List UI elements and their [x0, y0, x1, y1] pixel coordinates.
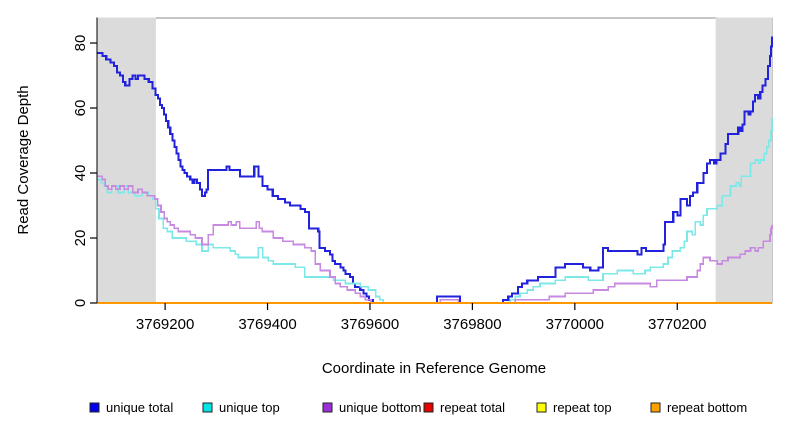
- x-tick-label: 3769200: [136, 316, 194, 333]
- series-lines: [97, 36, 774, 305]
- legend-label: unique top: [219, 400, 280, 415]
- legend-item: repeat total: [423, 400, 505, 415]
- legend-swatch: [322, 402, 333, 413]
- legend-label: unique bottom: [339, 400, 421, 415]
- legend-swatch: [536, 402, 547, 413]
- y-tick-label: 80: [72, 35, 89, 52]
- x-axis-title: Coordinate in Reference Genome: [322, 360, 546, 377]
- x-tick-label: 3769600: [341, 316, 399, 333]
- legend-item: repeat bottom: [650, 400, 747, 415]
- y-tick-label: 0: [72, 299, 89, 307]
- legend-item: repeat top: [536, 400, 612, 415]
- y-axis-title: Read Coverage Depth: [15, 85, 32, 234]
- legend-label: repeat top: [553, 400, 612, 415]
- series-line-unique-total: [97, 36, 774, 305]
- legend-swatch: [423, 402, 434, 413]
- series-line-unique-bottom: [97, 175, 773, 304]
- y-tick-label: 60: [72, 100, 89, 117]
- x-tick-label: 3769400: [238, 316, 296, 333]
- legend-label: repeat bottom: [667, 400, 747, 415]
- y-tick-label: 40: [72, 165, 89, 182]
- legend-label: unique total: [106, 400, 173, 415]
- legend-item: unique total: [89, 400, 173, 415]
- legend-item: unique bottom: [322, 400, 421, 415]
- legend-label: repeat total: [440, 400, 505, 415]
- shaded-region: [97, 17, 156, 303]
- legend-item: unique top: [202, 400, 280, 415]
- legend: unique total unique top unique bottom repea…: [89, 400, 747, 415]
- legend-swatch: [650, 402, 661, 413]
- legend-swatch: [202, 402, 213, 413]
- axes: 0 20 40 60 80 3769200 3769400 3769600 3769800 377…: [72, 17, 706, 333]
- x-tick-label: 3770200: [648, 316, 706, 333]
- legend-swatch: [89, 402, 100, 413]
- y-tick-label: 20: [72, 230, 89, 247]
- x-tick-label: 3770000: [546, 316, 604, 333]
- x-tick-label: 3769800: [443, 316, 501, 333]
